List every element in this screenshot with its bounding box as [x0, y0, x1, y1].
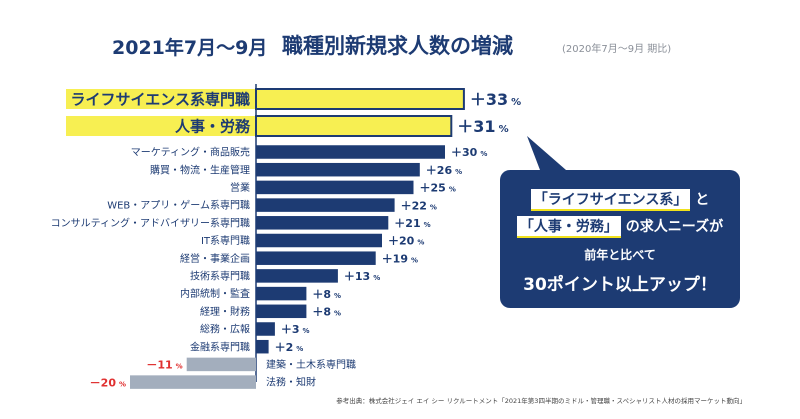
category-label: ライフサイエンス系専門職: [70, 90, 250, 108]
category-highlight-strip: [66, 116, 256, 136]
category-label: 金融系専門職: [190, 340, 250, 353]
value-label: ＋8%: [312, 288, 341, 301]
callout-highlight-lifescience: 「ライフサイエンス系」: [530, 189, 691, 211]
value-label: ＋8%: [312, 305, 341, 318]
category-label: コンサルティング・アドバイザリー系専門職: [51, 216, 250, 229]
callout-line-3: 前年と比べて: [584, 248, 656, 262]
bar: [256, 269, 338, 283]
value-unit: %: [480, 150, 487, 158]
title-period: 2021年7月〜9月: [112, 37, 268, 59]
value-unit: %: [417, 239, 424, 247]
value-unit: %: [296, 345, 303, 353]
value-unit: %: [373, 274, 380, 282]
bar: [256, 216, 389, 230]
callout-line-4: 30ポイント以上アップ！: [523, 275, 717, 295]
category-label: 購買・物流・生産管理: [150, 163, 250, 176]
callout-line-1: 「ライフサイエンス系」 と: [512, 189, 728, 211]
bar: [186, 357, 256, 372]
category-label: 技術系専門職: [190, 270, 250, 283]
bar: [255, 115, 453, 137]
chart-title: 職種別新規求人数の増減: [282, 34, 513, 58]
category-label: 経営・事業企画: [180, 252, 250, 265]
value-unit: %: [334, 292, 341, 300]
bar: [256, 233, 382, 248]
value-unit: %: [176, 363, 183, 371]
category-label: IT系専門職: [201, 235, 250, 247]
bar: [256, 198, 395, 212]
callout-text-1: と: [695, 192, 710, 208]
source-note: 参考出典：株式会社ジェイ エイ シー リクルートメント「2021年第3四半期のミ…: [336, 397, 746, 405]
category-label: 総務・広報: [200, 323, 250, 336]
bar: [256, 286, 307, 301]
category-label: 営業: [230, 181, 250, 194]
value-label: ＋3%: [281, 323, 310, 336]
value-unit: %: [511, 97, 521, 108]
category-label: WEB・アプリ・ゲーム系専門職: [107, 200, 250, 212]
bar: [255, 88, 465, 110]
value-unit: %: [499, 124, 509, 135]
value-unit: %: [119, 380, 126, 388]
bar: [256, 251, 376, 265]
bar: [256, 180, 414, 195]
bar: [130, 375, 256, 389]
callout-line-2: 「人事・労務」 の求人ニーズが: [512, 216, 728, 238]
callout-text-2: の求人ニーズが: [625, 219, 724, 235]
title-row: 2021年7月〜9月 職種別新規求人数の増減 (2020年7月〜9月 期比): [0, 30, 800, 66]
value-unit: %: [303, 327, 310, 335]
value-unit: %: [430, 203, 437, 211]
bar: [256, 162, 420, 177]
category-label: 経理・財務: [200, 305, 250, 318]
bar: [256, 322, 275, 336]
category-highlight-strip: [66, 89, 256, 109]
category-label: マーケティング・商品販売: [131, 146, 250, 159]
bar: [256, 145, 445, 159]
value-unit: %: [449, 186, 456, 194]
value-unit: %: [424, 221, 431, 229]
title-comparison: (2020年7月〜9月 期比): [562, 44, 672, 55]
value-label: ＋2%: [275, 341, 304, 354]
bar: [256, 304, 307, 319]
category-label: 法務・知財: [266, 376, 316, 389]
bar: [256, 339, 269, 354]
category-label: 人事・労務: [175, 117, 251, 135]
value-unit: %: [334, 309, 341, 317]
value-unit: %: [411, 256, 418, 264]
value-unit: %: [455, 168, 462, 176]
callout-highlight-hr: 「人事・労務」: [516, 216, 621, 238]
category-label: 建築・土木系専門職: [266, 358, 356, 371]
category-label: 内部統制・監査: [180, 287, 250, 300]
